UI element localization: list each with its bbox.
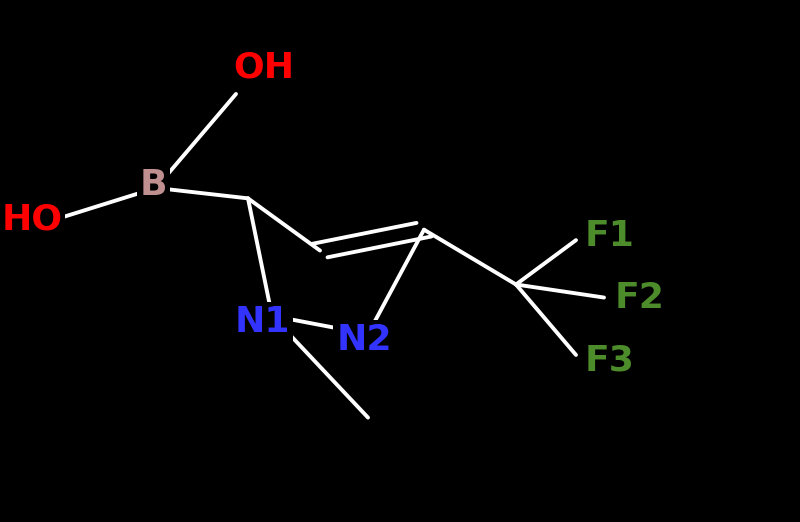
Text: N1: N1 bbox=[234, 305, 290, 339]
Text: OH: OH bbox=[234, 51, 294, 85]
Text: F3: F3 bbox=[585, 343, 634, 377]
Text: HO: HO bbox=[2, 202, 62, 236]
Text: N2: N2 bbox=[336, 323, 392, 358]
Text: F2: F2 bbox=[615, 280, 665, 315]
Text: B: B bbox=[140, 168, 167, 203]
Text: F1: F1 bbox=[585, 219, 634, 253]
